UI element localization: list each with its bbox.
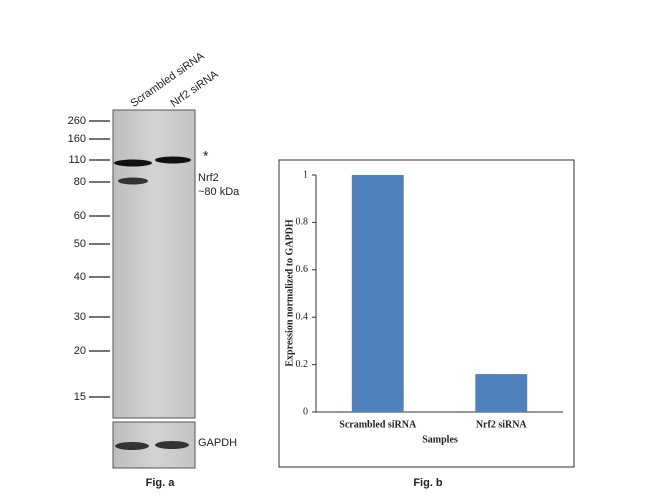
blot-membrane: [112, 109, 196, 419]
marker-label: 260: [68, 115, 86, 127]
annotation: Nrf2: [198, 172, 219, 184]
y-axis-label: Expression normalized to GAPDH: [284, 219, 295, 367]
band: [155, 156, 191, 164]
marker-label: 60: [74, 210, 86, 222]
x-tick-label: Scrambled siRNA: [339, 419, 417, 430]
band: [115, 442, 149, 450]
bar: [351, 175, 404, 412]
y-tick-label: 0.2: [296, 359, 309, 370]
marker-label: 50: [74, 238, 86, 250]
marker-label: 80: [74, 176, 86, 188]
x-axis-label: Samples: [422, 434, 458, 445]
bar: [475, 374, 528, 412]
caption: Fig. a: [146, 477, 176, 489]
marker-label: 160: [68, 133, 86, 145]
x-tick-label: Nrf2 siRNA: [476, 419, 528, 430]
band: [155, 441, 189, 449]
chart-frame: [278, 159, 575, 468]
y-tick-label: 0.6: [296, 264, 309, 275]
lane-label: Scrambled siRNA: [129, 50, 208, 110]
markers: 260 160 110 80 60 50 40 30 20 15: [68, 115, 110, 403]
band: [114, 159, 152, 167]
marker-label: 110: [68, 154, 86, 166]
marker-label: 20: [74, 345, 86, 357]
marker-label: 40: [74, 271, 86, 283]
annotation: GAPDH: [198, 437, 237, 449]
asterisk: *: [203, 148, 209, 164]
y-tick-label: 1: [303, 169, 308, 180]
y-tick-label: 0.4: [296, 311, 309, 322]
y-tick-label: 0: [303, 406, 308, 417]
caption: Fig. b: [413, 477, 443, 489]
marker-label: 15: [74, 391, 86, 403]
plot: 0 0.2 0.4 0.6 0.8 1 Scrambled siRNA Nrf2 siRNA: [296, 169, 528, 430]
y-tick-label: 0.8: [296, 217, 309, 228]
annotation: ~80 kDa: [198, 186, 240, 198]
band: [118, 177, 148, 185]
marker-label: 30: [74, 311, 86, 323]
